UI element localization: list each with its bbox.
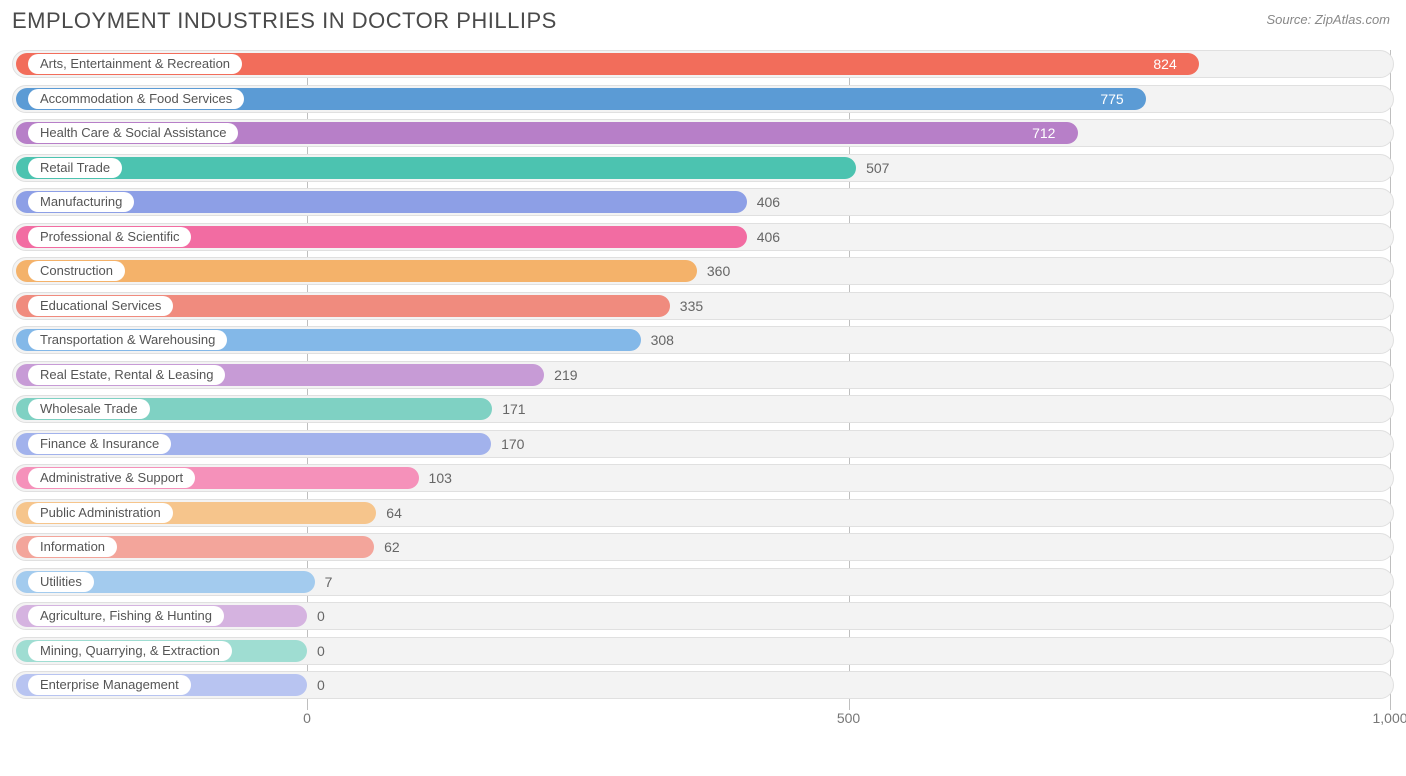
value-label: 219: [550, 361, 581, 389]
category-label: Real Estate, Rental & Leasing: [28, 365, 225, 385]
bar-row: Agriculture, Fishing & Hunting 0: [12, 602, 1394, 630]
value-label: 406: [753, 188, 784, 216]
bar-row: Public Administration 64: [12, 499, 1394, 527]
value-label: 406: [753, 223, 784, 251]
value-label: 308: [647, 326, 678, 354]
category-label: Agriculture, Fishing & Hunting: [28, 606, 224, 626]
bar-row: Accommodation & Food Services 775: [12, 85, 1394, 113]
category-label: Health Care & Social Assistance: [28, 123, 238, 143]
bars-container: Arts, Entertainment & Recreation 824 Accom…: [12, 50, 1394, 699]
category-label: Professional & Scientific: [28, 227, 191, 247]
value-label: 103: [425, 464, 456, 492]
category-label: Transportation & Warehousing: [28, 330, 227, 350]
category-label: Manufacturing: [28, 192, 134, 212]
value-label: 507: [862, 154, 893, 182]
chart-header: EMPLOYMENT INDUSTRIES IN DOCTOR PHILLIPS…: [0, 0, 1406, 38]
x-tick-label: 0: [303, 710, 311, 726]
value-label: 824: [1149, 50, 1180, 78]
bar-row: Health Care & Social Assistance 712: [12, 119, 1394, 147]
bar-row: Utilities 7: [12, 568, 1394, 596]
category-label: Enterprise Management: [28, 675, 191, 695]
bar-row: Manufacturing 406: [12, 188, 1394, 216]
value-label: 335: [676, 292, 707, 320]
bar-row: Wholesale Trade 171: [12, 395, 1394, 423]
bar-row: Professional & Scientific 406: [12, 223, 1394, 251]
category-label: Retail Trade: [28, 158, 122, 178]
chart-title: EMPLOYMENT INDUSTRIES IN DOCTOR PHILLIPS: [12, 8, 557, 34]
value-label: 0: [313, 637, 329, 665]
value-label: 170: [497, 430, 528, 458]
bar-row: Educational Services 335: [12, 292, 1394, 320]
bar-row: Information 62: [12, 533, 1394, 561]
x-tick-label: 1,000: [1372, 710, 1406, 726]
category-label: Accommodation & Food Services: [28, 89, 244, 109]
value-label: 7: [321, 568, 337, 596]
category-label: Utilities: [28, 572, 94, 592]
bar-row: Construction 360: [12, 257, 1394, 285]
value-label: 0: [313, 671, 329, 699]
value-label: 775: [1096, 85, 1127, 113]
bar-row: Enterprise Management 0: [12, 671, 1394, 699]
bar-row: Arts, Entertainment & Recreation 824: [12, 50, 1394, 78]
bar-row: Finance & Insurance 170: [12, 430, 1394, 458]
category-label: Administrative & Support: [28, 468, 195, 488]
bar: [16, 157, 856, 179]
chart-area: Arts, Entertainment & Recreation 824 Accom…: [12, 50, 1394, 744]
category-label: Finance & Insurance: [28, 434, 171, 454]
category-label: Educational Services: [28, 296, 173, 316]
category-label: Arts, Entertainment & Recreation: [28, 54, 242, 74]
category-label: Wholesale Trade: [28, 399, 150, 419]
category-label: Mining, Quarrying, & Extraction: [28, 641, 232, 661]
x-axis: 05001,000: [12, 706, 1394, 736]
value-label: 171: [498, 395, 529, 423]
bar-row: Administrative & Support 103: [12, 464, 1394, 492]
x-tick-label: 500: [837, 710, 860, 726]
bar-row: Real Estate, Rental & Leasing 219: [12, 361, 1394, 389]
bar-row: Mining, Quarrying, & Extraction 0: [12, 637, 1394, 665]
bar-row: Transportation & Warehousing 308: [12, 326, 1394, 354]
value-label: 360: [703, 257, 734, 285]
category-label: Construction: [28, 261, 125, 281]
value-label: 712: [1028, 119, 1059, 147]
chart-plot: Arts, Entertainment & Recreation 824 Accom…: [12, 50, 1394, 744]
bar-row: Retail Trade 507: [12, 154, 1394, 182]
value-label: 0: [313, 602, 329, 630]
category-label: Information: [28, 537, 117, 557]
value-label: 64: [382, 499, 406, 527]
value-label: 62: [380, 533, 404, 561]
category-label: Public Administration: [28, 503, 173, 523]
chart-source: Source: ZipAtlas.com: [1266, 12, 1390, 27]
